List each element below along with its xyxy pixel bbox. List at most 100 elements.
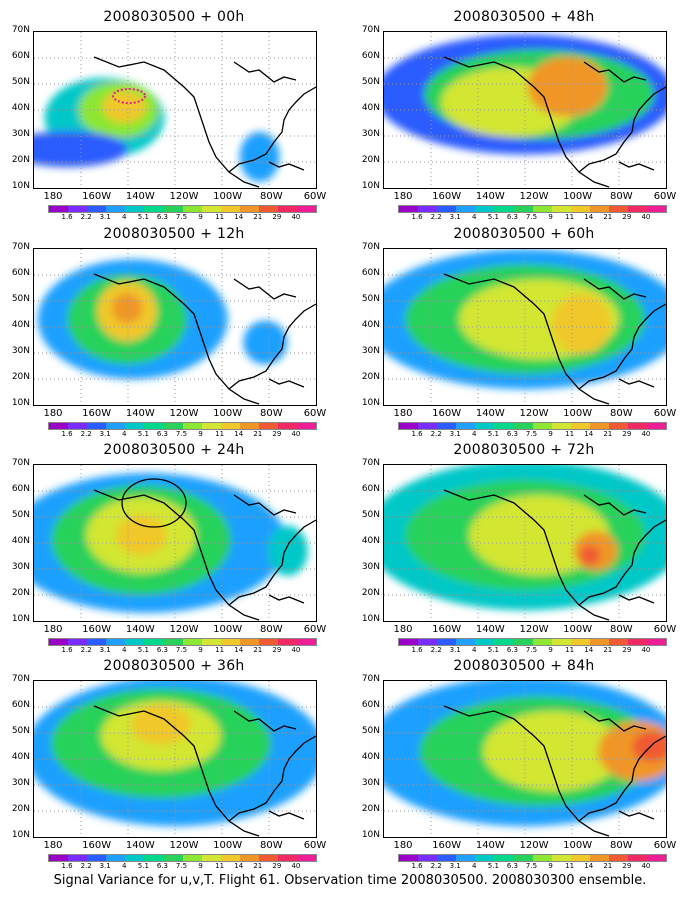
colorbar-label: 6.3 bbox=[506, 213, 518, 221]
colorbar-swatch bbox=[49, 423, 69, 429]
colorbar bbox=[398, 638, 667, 646]
colorbar-label: 21 bbox=[253, 430, 263, 438]
latitude-label: 60N bbox=[11, 484, 30, 494]
colorbar-label: 6.3 bbox=[506, 646, 518, 654]
colorbar-label: 3.1 bbox=[449, 430, 461, 438]
latitude-label: 60N bbox=[361, 700, 380, 710]
colorbar-swatch bbox=[513, 855, 533, 861]
colorbar-label: 2.2 bbox=[80, 213, 92, 221]
longitude-label: 120W bbox=[519, 624, 549, 635]
colorbar-swatch bbox=[277, 639, 298, 645]
colorbar-label: 14 bbox=[584, 862, 594, 870]
longitude-label: 120W bbox=[169, 191, 199, 202]
latitude-label: 20N bbox=[361, 372, 380, 382]
longitude-label: 140W bbox=[125, 840, 155, 851]
colorbar-swatch bbox=[532, 855, 552, 861]
colorbar-label: 29 bbox=[622, 213, 632, 221]
latitude-label: 50N bbox=[361, 294, 380, 304]
longitude-label: 180 bbox=[43, 408, 63, 419]
longitude-label: 180 bbox=[393, 840, 413, 851]
colorbar bbox=[398, 854, 667, 862]
longitude-label: 120W bbox=[169, 408, 199, 419]
colorbar-swatch bbox=[399, 206, 419, 212]
colorbar-swatch bbox=[551, 423, 571, 429]
variance-contour bbox=[102, 90, 147, 123]
latitude-label: 30N bbox=[11, 778, 30, 788]
colorbar-label: 4 bbox=[122, 646, 127, 654]
colorbar-swatch bbox=[570, 423, 590, 429]
colorbar-label: 40 bbox=[641, 862, 651, 870]
map-area bbox=[383, 464, 667, 622]
colorbar-swatch bbox=[475, 855, 495, 861]
longitude-label: 80W bbox=[610, 840, 633, 851]
colorbar-label: 5.1 bbox=[487, 862, 499, 870]
colorbar-swatch bbox=[182, 206, 202, 212]
colorbar-swatch bbox=[182, 423, 202, 429]
latitude-label: 70N bbox=[11, 25, 30, 35]
latitude-label: 60N bbox=[361, 484, 380, 494]
map-area bbox=[33, 464, 317, 622]
colorbar-label: 5.1 bbox=[487, 646, 499, 654]
colorbar-swatch bbox=[68, 423, 88, 429]
colorbar-swatch bbox=[144, 855, 164, 861]
panel-title: 2008030500 + 00h bbox=[103, 9, 245, 25]
colorbar-label: 7.5 bbox=[175, 213, 188, 221]
latitude-label: 40N bbox=[11, 752, 30, 762]
colorbar-label: 3.1 bbox=[449, 646, 461, 654]
colorbar-swatch bbox=[418, 423, 438, 429]
colorbar-label: 1.6 bbox=[411, 430, 423, 438]
colorbar-label: 29 bbox=[272, 862, 282, 870]
colorbar-label: 5.1 bbox=[137, 646, 149, 654]
longitude-label: 60W bbox=[303, 408, 327, 419]
colorbar-label: 7.5 bbox=[175, 862, 188, 870]
latitude-label: 70N bbox=[11, 242, 30, 252]
latitude-label: 50N bbox=[11, 510, 30, 520]
coastline bbox=[228, 519, 316, 606]
longitude-label: 60W bbox=[303, 191, 327, 202]
colorbar-swatch bbox=[532, 206, 552, 212]
colorbar-label: 7.5 bbox=[525, 646, 538, 654]
longitude-label: 160W bbox=[82, 191, 112, 202]
variance-field bbox=[384, 681, 666, 837]
longitude-label: 60W bbox=[653, 624, 677, 635]
longitude-label: 180 bbox=[43, 191, 63, 202]
colorbar-swatch bbox=[201, 639, 221, 645]
colorbar-label: 1.6 bbox=[411, 646, 423, 654]
colorbar-swatch bbox=[494, 423, 514, 429]
colorbar-label: 4 bbox=[122, 430, 127, 438]
colorbar-swatch bbox=[163, 423, 183, 429]
colorbar-swatch bbox=[297, 639, 317, 645]
latitude-label: 50N bbox=[11, 294, 30, 304]
colorbar-label: 9 bbox=[548, 646, 553, 654]
colorbar-swatch bbox=[144, 423, 164, 429]
longitude-label: 140W bbox=[125, 624, 155, 635]
colorbar-swatch bbox=[418, 639, 438, 645]
colorbar-swatch bbox=[106, 639, 126, 645]
longitude-label: 100W bbox=[563, 840, 593, 851]
colorbar-swatch bbox=[589, 639, 609, 645]
latitude-label: 10N bbox=[361, 830, 380, 840]
latitude-label: 70N bbox=[361, 458, 380, 468]
colorbar-label: 21 bbox=[253, 213, 263, 221]
colorbar-swatch bbox=[220, 206, 240, 212]
colorbar-label: 11 bbox=[215, 862, 225, 870]
longitude-label: 60W bbox=[303, 624, 327, 635]
latitude-label: 60N bbox=[361, 268, 380, 278]
panel-title: 2008030500 + 72h bbox=[453, 442, 595, 458]
variance-field bbox=[384, 249, 666, 405]
colorbar-label: 11 bbox=[215, 646, 225, 654]
colorbar-label: 3.1 bbox=[99, 862, 111, 870]
latitude-label: 30N bbox=[361, 346, 380, 356]
colorbar-label: 5.1 bbox=[137, 213, 149, 221]
colorbar-swatch bbox=[163, 639, 183, 645]
map-area bbox=[33, 31, 317, 189]
colorbar-swatch bbox=[277, 423, 298, 429]
colorbar-label: 40 bbox=[291, 430, 301, 438]
colorbar-swatch bbox=[418, 206, 438, 212]
colorbar-swatch bbox=[239, 423, 259, 429]
colorbar-label: 1.6 bbox=[61, 862, 73, 870]
coastline bbox=[578, 303, 666, 390]
colorbar-label: 4 bbox=[472, 213, 477, 221]
latitude-label: 30N bbox=[361, 562, 380, 572]
colorbar-label: 2.2 bbox=[430, 430, 442, 438]
